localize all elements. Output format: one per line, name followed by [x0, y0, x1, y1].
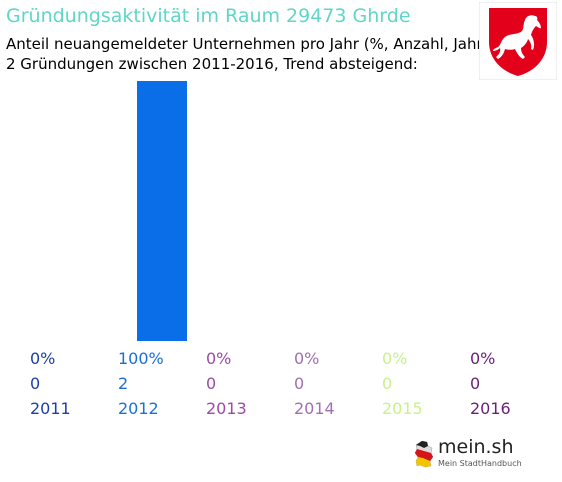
year-label-2015: 2015 [382, 399, 423, 418]
count-label-2015: 0 [382, 374, 392, 393]
subtitle-line-1: Anteil neuangemeldeter Unternehmen pro J… [6, 35, 489, 53]
count-label-2013: 0 [206, 374, 216, 393]
percent-label-2012: 100% [118, 349, 164, 368]
chart-subtitle: Anteil neuangemeldeter Unternehmen pro J… [6, 34, 489, 74]
percent-label-2011: 0% [30, 349, 55, 368]
year-label-2013: 2013 [206, 399, 247, 418]
chart-title: Gründungsaktivität im Raum 29473 Ghrde [6, 5, 411, 27]
count-label-2012: 2 [118, 374, 128, 393]
percent-label-2015: 0% [382, 349, 407, 368]
year-label-2012: 2012 [118, 399, 159, 418]
count-label-2016: 0 [470, 374, 480, 393]
subtitle-line-2: 2 Gründungen zwischen 2011-2016, Trend a… [6, 55, 418, 73]
bar-2012 [137, 81, 187, 341]
lower-saxony-horse-crest-icon [479, 2, 557, 80]
germany-map-icon [414, 440, 434, 468]
year-label-2014: 2014 [294, 399, 335, 418]
logo-name: mein.sh [438, 436, 514, 458]
year-label-2011: 2011 [30, 399, 71, 418]
mein-sh-logo[interactable]: mein.sh Mein StadtHandbuch [414, 436, 532, 474]
percent-label-2013: 0% [206, 349, 231, 368]
percent-label-2014: 0% [294, 349, 319, 368]
count-label-2011: 0 [30, 374, 40, 393]
logo-tagline: Mein StadtHandbuch [438, 459, 522, 468]
count-label-2014: 0 [294, 374, 304, 393]
percent-label-2016: 0% [470, 349, 495, 368]
year-label-2016: 2016 [470, 399, 511, 418]
